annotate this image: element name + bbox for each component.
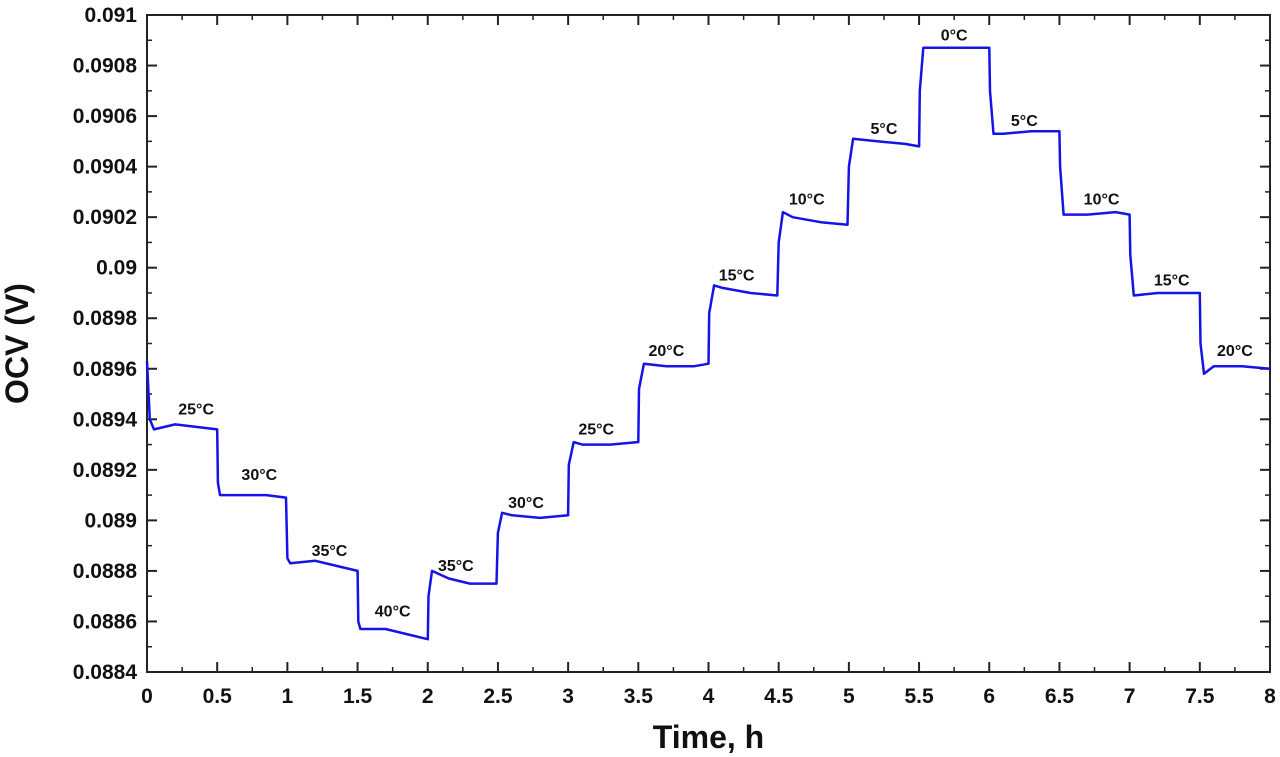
x-tick-label: 5 [843,685,855,708]
temperature-annotation: 15°C [1154,272,1190,289]
ocv-series-line [145,46,1271,641]
x-tick-label: 0 [141,685,153,708]
x-tick-label: 1 [282,685,294,708]
temperature-annotation: 20°C [1217,343,1253,360]
y-tick-label: 0.0898 [73,307,138,330]
temperature-annotation: 35°C [438,558,474,575]
y-tick-label: 0.091 [84,4,137,27]
x-tick-label: 2 [422,685,434,708]
y-tick-label: 0.0894 [73,408,138,431]
x-tick-label: 4 [703,685,715,708]
x-tick-label: 4.5 [764,685,794,708]
x-tick-label: 5.5 [904,685,934,708]
x-tick-label: 2.5 [483,685,513,708]
temperature-annotation: 40°C [375,603,411,620]
y-tick-label: 0.0908 [73,55,138,78]
temperature-annotation: 25°C [578,421,614,438]
x-tick-label: 6.5 [1045,685,1075,708]
temperature-annotation: 5°C [871,121,898,138]
y-tick-label: 0.0886 [73,610,137,633]
x-tick-label: 7.5 [1185,685,1215,708]
temperature-annotation: 15°C [719,267,755,284]
temperature-annotation: 35°C [312,543,348,560]
x-tick-label: 7 [1124,685,1136,708]
y-tick-label: 0.0906 [73,105,137,128]
y-axis-ticks: 0.0884 0.0886 0.0888 0.089 0.0892 0.0894 0.089… [73,4,1270,684]
x-tick-label: 3.5 [624,685,654,708]
x-tick-label: 1.5 [343,685,373,708]
series-group [145,46,1271,641]
x-axis-title: Time, h [653,719,764,755]
temperature-annotation: 30°C [241,467,277,484]
y-tick-label: 0.0884 [73,661,138,684]
temperature-annotation: 20°C [649,343,685,360]
x-tick-label: 8 [1264,685,1276,708]
temperature-annotation: 5°C [1011,113,1038,130]
y-axis-title: OCV (V) [0,283,35,404]
temperature-annotation: 25°C [178,401,214,418]
x-axis-ticks: 0 0.5 1 1.5 2 2.5 3 3.5 4 4.5 5 5.5 6 6.5 7 7.5 8 [141,15,1276,708]
x-tick-label: 3 [562,685,574,708]
y-tick-label: 0.089 [84,509,137,532]
temperature-annotation: 10°C [1084,192,1120,209]
y-tick-label: 0.0892 [73,459,137,482]
temperature-annotation: 10°C [789,192,825,209]
x-tick-label: 6 [983,685,995,708]
annotation-group: 25°C 30°C 35°C 40°C 35°C 30°C 25°C 20°C 15°C 10°C… [178,27,1253,620]
x-tick-label: 0.5 [203,685,233,708]
y-tick-label: 0.0904 [73,156,138,179]
y-tick-label: 0.0888 [73,560,138,583]
y-tick-label: 0.0902 [73,206,137,229]
y-tick-label: 0.0896 [73,358,137,381]
temperature-annotation: 0°C [941,27,968,44]
y-tick-label: 0.09 [96,257,137,280]
temperature-annotation: 30°C [508,495,544,512]
